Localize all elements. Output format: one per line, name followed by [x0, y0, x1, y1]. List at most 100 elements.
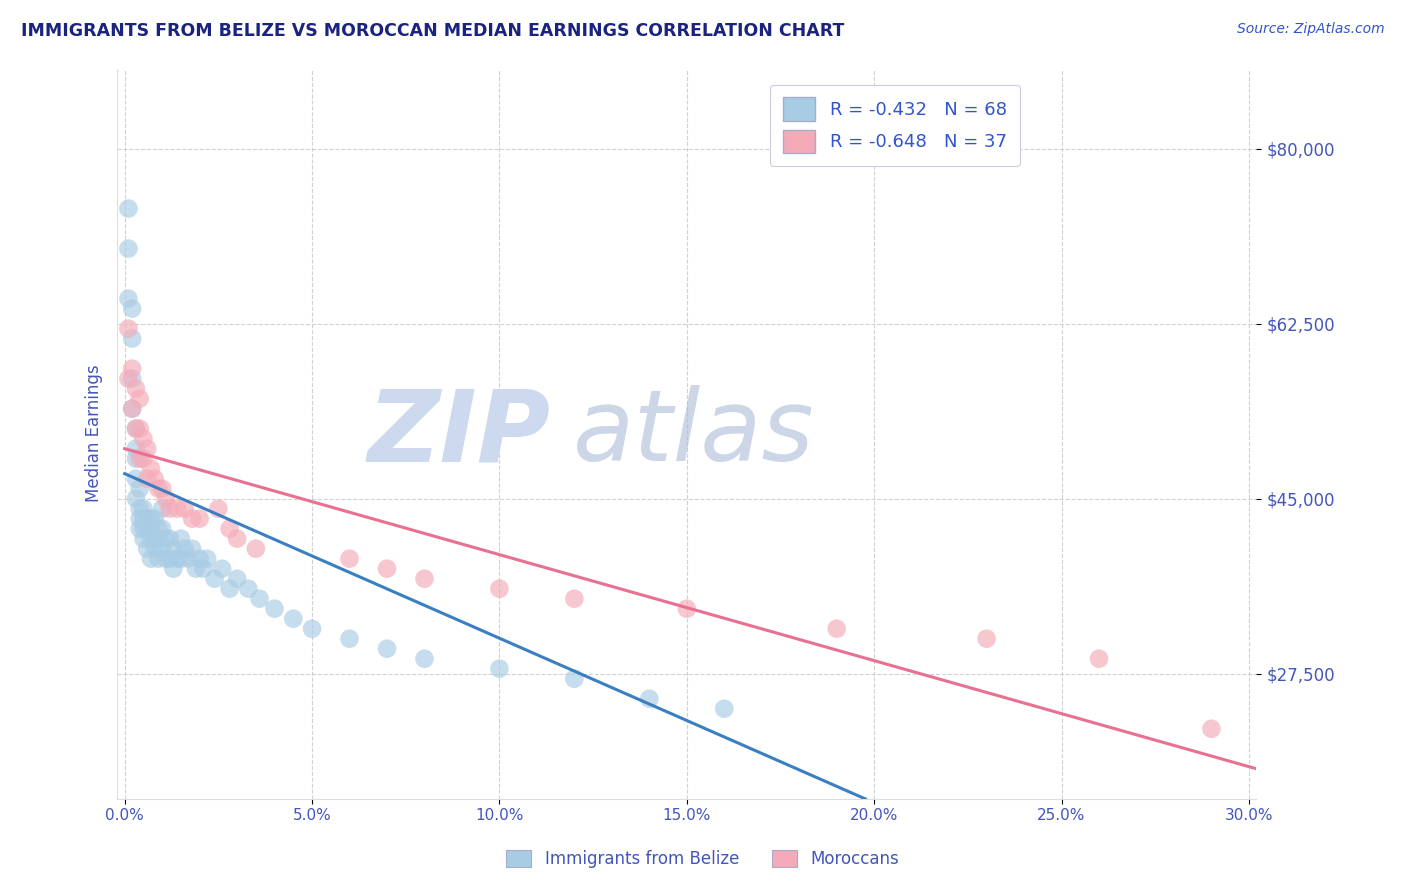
Point — [1201, 722, 1223, 736]
Point — [218, 582, 240, 596]
Point — [166, 501, 188, 516]
Point — [976, 632, 998, 646]
Point — [150, 501, 173, 516]
Point — [121, 361, 143, 376]
Point — [159, 532, 181, 546]
Point — [195, 551, 218, 566]
Point — [339, 632, 361, 646]
Point — [132, 451, 155, 466]
Legend: Immigrants from Belize, Moroccans: Immigrants from Belize, Moroccans — [499, 843, 907, 875]
Point — [139, 461, 162, 475]
Point — [249, 591, 271, 606]
Point — [188, 551, 211, 566]
Point — [148, 482, 170, 496]
Point — [181, 511, 204, 525]
Point — [218, 522, 240, 536]
Text: atlas: atlas — [572, 385, 814, 483]
Point — [564, 672, 586, 686]
Point — [128, 501, 150, 516]
Point — [207, 501, 229, 516]
Point — [143, 472, 166, 486]
Point — [162, 562, 184, 576]
Point — [117, 371, 139, 385]
Point — [136, 511, 159, 525]
Point — [117, 202, 139, 216]
Point — [132, 501, 155, 516]
Point — [193, 562, 215, 576]
Point — [121, 332, 143, 346]
Text: ZIP: ZIP — [367, 385, 550, 483]
Point — [150, 522, 173, 536]
Point — [301, 622, 323, 636]
Point — [139, 522, 162, 536]
Point — [283, 612, 305, 626]
Point — [170, 551, 193, 566]
Point — [125, 382, 148, 396]
Text: Source: ZipAtlas.com: Source: ZipAtlas.com — [1237, 22, 1385, 37]
Point — [339, 551, 361, 566]
Point — [188, 511, 211, 525]
Point — [148, 522, 170, 536]
Point — [132, 511, 155, 525]
Point — [675, 601, 697, 615]
Point — [117, 242, 139, 256]
Point — [117, 321, 139, 335]
Point — [155, 532, 177, 546]
Point — [155, 491, 177, 506]
Point — [143, 532, 166, 546]
Point — [825, 622, 848, 636]
Point — [170, 532, 193, 546]
Point — [121, 301, 143, 316]
Point — [413, 572, 436, 586]
Point — [150, 482, 173, 496]
Point — [1088, 651, 1111, 665]
Point — [143, 541, 166, 556]
Point — [125, 451, 148, 466]
Point — [143, 511, 166, 525]
Point — [121, 371, 143, 385]
Point — [226, 572, 249, 586]
Text: IMMIGRANTS FROM BELIZE VS MOROCCAN MEDIAN EARNINGS CORRELATION CHART: IMMIGRANTS FROM BELIZE VS MOROCCAN MEDIA… — [21, 22, 845, 40]
Point — [564, 591, 586, 606]
Point — [125, 442, 148, 456]
Point — [226, 532, 249, 546]
Point — [128, 511, 150, 525]
Point — [184, 562, 207, 576]
Point — [121, 401, 143, 416]
Point — [488, 582, 510, 596]
Point — [136, 522, 159, 536]
Point — [139, 511, 162, 525]
Legend: R = -0.432   N = 68, R = -0.648   N = 37: R = -0.432 N = 68, R = -0.648 N = 37 — [770, 85, 1019, 166]
Point — [136, 541, 159, 556]
Point — [159, 551, 181, 566]
Point — [128, 482, 150, 496]
Point — [245, 541, 267, 556]
Point — [155, 551, 177, 566]
Point — [150, 541, 173, 556]
Point — [238, 582, 260, 596]
Point — [128, 522, 150, 536]
Point — [173, 501, 195, 516]
Point — [413, 651, 436, 665]
Point — [132, 522, 155, 536]
Point — [488, 662, 510, 676]
Point — [136, 442, 159, 456]
Point — [181, 541, 204, 556]
Point — [128, 451, 150, 466]
Point — [125, 422, 148, 436]
Point — [139, 551, 162, 566]
Point — [132, 432, 155, 446]
Point — [173, 541, 195, 556]
Point — [177, 551, 200, 566]
Y-axis label: Median Earnings: Median Earnings — [86, 365, 103, 502]
Point — [713, 702, 735, 716]
Point — [148, 532, 170, 546]
Point — [166, 551, 188, 566]
Point — [121, 401, 143, 416]
Point — [204, 572, 226, 586]
Point — [125, 422, 148, 436]
Point — [125, 491, 148, 506]
Point — [125, 472, 148, 486]
Point — [139, 532, 162, 546]
Point — [375, 641, 398, 656]
